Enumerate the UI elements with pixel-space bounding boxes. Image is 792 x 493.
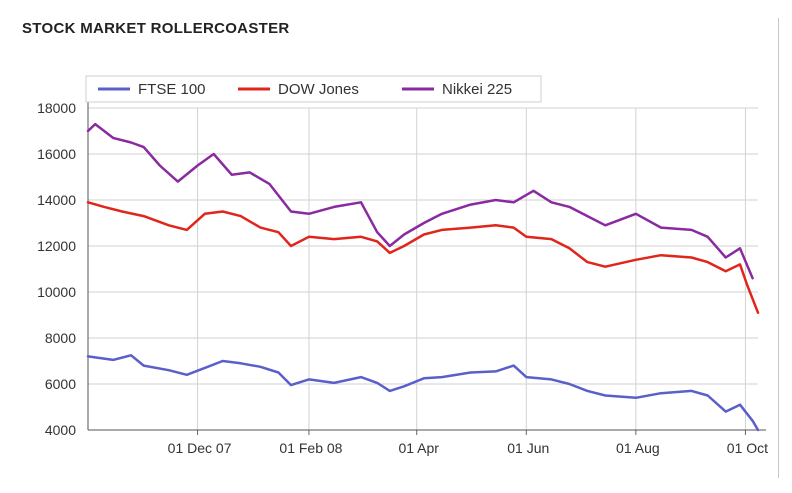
legend-label: Nikkei 225 bbox=[442, 81, 512, 98]
page-title: STOCK MARKET ROLLERCOASTER bbox=[22, 20, 290, 37]
divider bbox=[778, 18, 779, 478]
y-tick-label: 10000 bbox=[37, 284, 76, 300]
y-tick-label: 4000 bbox=[45, 422, 76, 438]
y-tick-label: 8000 bbox=[45, 330, 76, 346]
legend-label: DOW Jones bbox=[278, 81, 359, 98]
x-tick-label: 01 Oct bbox=[727, 440, 768, 456]
axis-layer: 01 Dec 07 01 Feb 08 01 Apr 01 Jun 01 Aug 01 O… bbox=[37, 100, 768, 456]
series-line-dow-jones bbox=[86, 201, 760, 314]
legend-box bbox=[85, 75, 542, 103]
x-tick-label: 01 Jun bbox=[507, 440, 549, 456]
y-tick-label: 6000 bbox=[45, 376, 76, 392]
series-line-ftse-100 bbox=[86, 354, 760, 432]
y-tick-label: 12000 bbox=[37, 238, 76, 254]
y-tick-label: 18000 bbox=[37, 100, 76, 116]
x-tick-label: 01 Feb 08 bbox=[279, 440, 342, 456]
x-tick-label: 01 Aug bbox=[616, 440, 660, 456]
x-tick-label: 01 Apr bbox=[398, 440, 439, 456]
x-tick-label: 01 Dec 07 bbox=[168, 440, 232, 456]
series-line-nikkei-225 bbox=[86, 122, 754, 280]
grid-layer bbox=[88, 107, 758, 430]
series-layer bbox=[86, 122, 760, 432]
y-tick-label: 14000 bbox=[37, 192, 76, 208]
legend: FTSE 100 DOW Jones Nikkei 225 bbox=[85, 75, 542, 103]
y-tick-label: 16000 bbox=[37, 146, 76, 162]
legend-label: FTSE 100 bbox=[138, 81, 206, 98]
